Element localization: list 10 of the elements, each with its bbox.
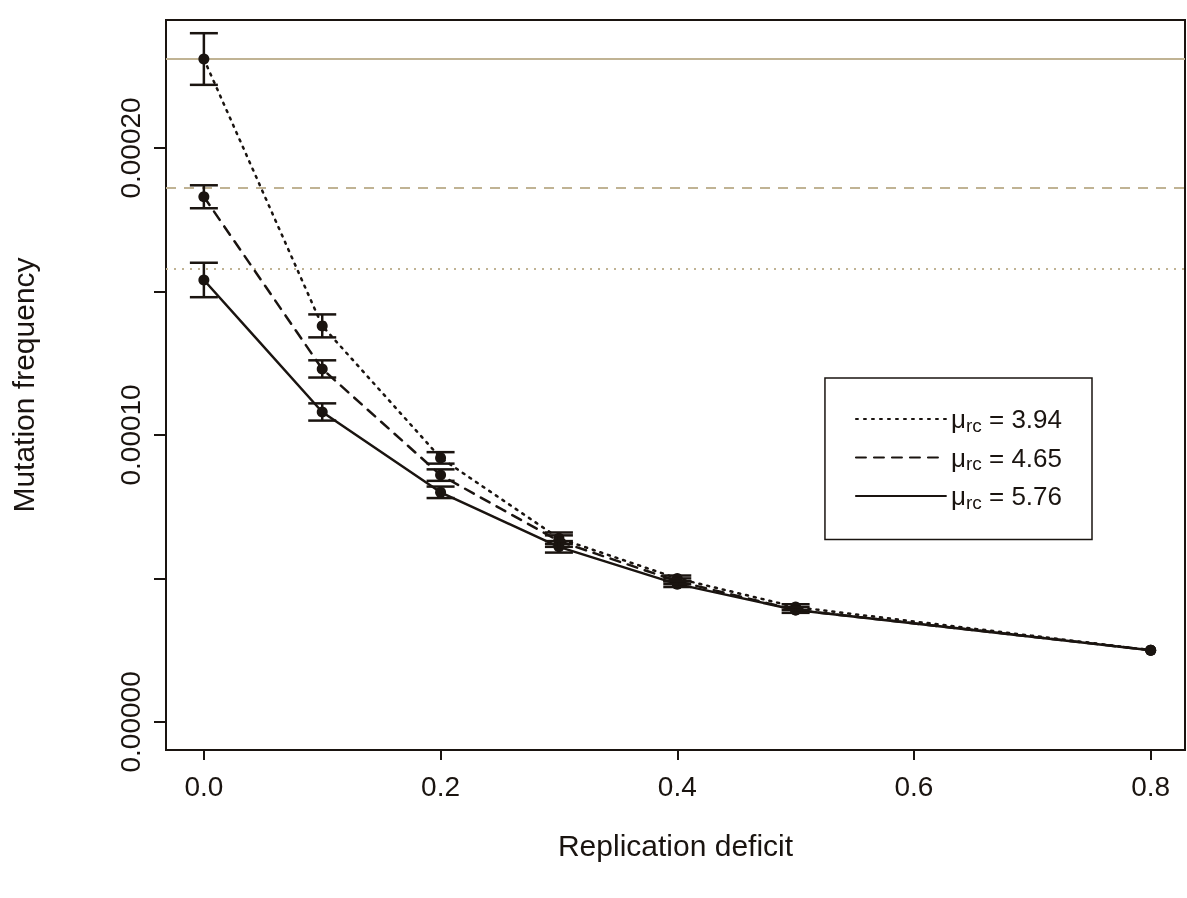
y-tick-label: 0.00010 (114, 384, 146, 486)
x-tick-label: 0.4 (657, 770, 697, 802)
y-tick-label: 0.00020 (114, 97, 146, 199)
x-axis-title: Replication deficit (557, 828, 794, 862)
y-tick-label: 0.00000 (114, 671, 146, 773)
x-tick-label: 0.2 (421, 770, 461, 802)
x-tick-label: 0.0 (184, 770, 224, 802)
x-tick-label: 0.6 (894, 770, 934, 802)
y-axis-title: Mutation frequency (6, 257, 40, 513)
x-tick-label: 0.8 (1131, 770, 1171, 802)
